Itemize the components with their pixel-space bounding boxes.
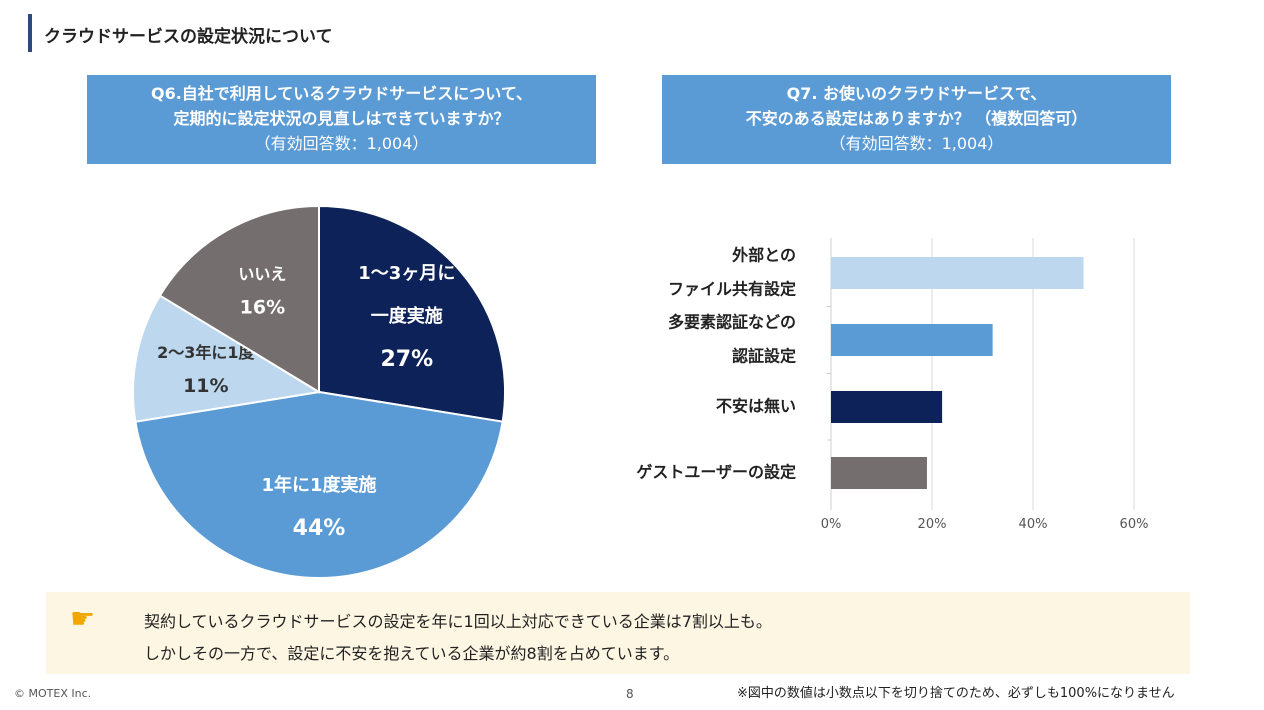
x-tick-label: 40% xyxy=(1019,517,1048,532)
question-7-line2: 不安のある設定はありますか？ （複数回答可） xyxy=(745,109,1088,128)
bar-2 xyxy=(831,391,943,423)
question-6-line1: Q6.自社で利用しているクラウドサービスについて、 xyxy=(150,84,533,103)
title-accent-bar xyxy=(28,14,32,52)
question-7-header: Q7. お使いのクラウドサービスで、 不安のある設定はありますか？ （複数回答可… xyxy=(662,75,1171,164)
pie-value-label-0: 27% xyxy=(380,347,433,372)
pie-category-label-0: 1～3ヶ月に xyxy=(358,263,455,284)
pie-slice-1 xyxy=(134,390,504,579)
x-tick-label: 20% xyxy=(918,517,947,532)
pie-category-label-2: 2～3年に1度 xyxy=(157,343,255,362)
question-6-header: Q6.自社で利用しているクラウドサービスについて、 定期的に設定状況の見直しはで… xyxy=(87,75,596,164)
summary-line-1: 契約しているクラウドサービスの設定を年に1回以上対応できている企業は7割以上も。 xyxy=(144,612,772,631)
summary-note: ☛ 契約しているクラウドサービスの設定を年に1回以上対応できている企業は7割以上… xyxy=(46,592,1190,674)
page-number: 8 xyxy=(626,687,634,701)
summary-line-2: しかしその一方で、設定に不安を抱えている企業が約8割を占めています。 xyxy=(144,644,680,663)
question-7-sample-size: （有効回答数：1,004） xyxy=(829,134,1004,153)
x-tick-label: 60% xyxy=(1120,517,1149,532)
pie-value-label-3: 16% xyxy=(240,297,285,319)
bar-1 xyxy=(831,324,993,356)
bar-3 xyxy=(831,457,927,489)
bar-0 xyxy=(831,257,1084,289)
bar-category-label: 外部との xyxy=(731,246,796,265)
copyright: © MOTEX Inc. xyxy=(14,687,92,700)
concern-settings-bar-chart: 0% 20% 40% 60% 外部とのファイル共有設定多要素認証などの認証設定不安は無い… xyxy=(636,238,1149,532)
pie-value-label-1: 44% xyxy=(293,516,346,541)
pie-category-label-1: 1年に1度実施 xyxy=(261,474,376,496)
pie-slice-0 xyxy=(318,204,506,423)
question-7-line1: Q7. お使いのクラウドサービスで、 xyxy=(786,84,1047,103)
pie-slice-2 xyxy=(132,294,322,423)
bar-category-label: 不安は無い xyxy=(716,397,796,416)
pie-value-label-2: 11% xyxy=(183,375,228,397)
footnote-disclaimer: ※図中の数値は小数点以下を切り捨てのため、必ずしも100%になりません xyxy=(737,686,1175,701)
bar-category-label: 多要素認証などの xyxy=(668,313,796,332)
question-6-sample-size: （有効回答数：1,004） xyxy=(254,134,429,153)
pie-slice-3 xyxy=(158,204,320,394)
pointing-hand-icon: ☛ xyxy=(70,602,96,635)
bar-category-label: ファイル共有設定 xyxy=(668,280,796,299)
page-title: クラウドサービスの設定状況について xyxy=(44,27,333,47)
question-6-line2: 定期的に設定状況の見直しはできていますか？ xyxy=(173,109,510,128)
pie-category-label-0: 一度実施 xyxy=(371,305,443,327)
pie-category-label-3: いいえ xyxy=(238,265,286,284)
bar-category-label: ゲストユーザーの設定 xyxy=(636,463,796,482)
bar-category-label: 認証設定 xyxy=(732,347,796,366)
x-tick-label: 0% xyxy=(821,517,842,532)
